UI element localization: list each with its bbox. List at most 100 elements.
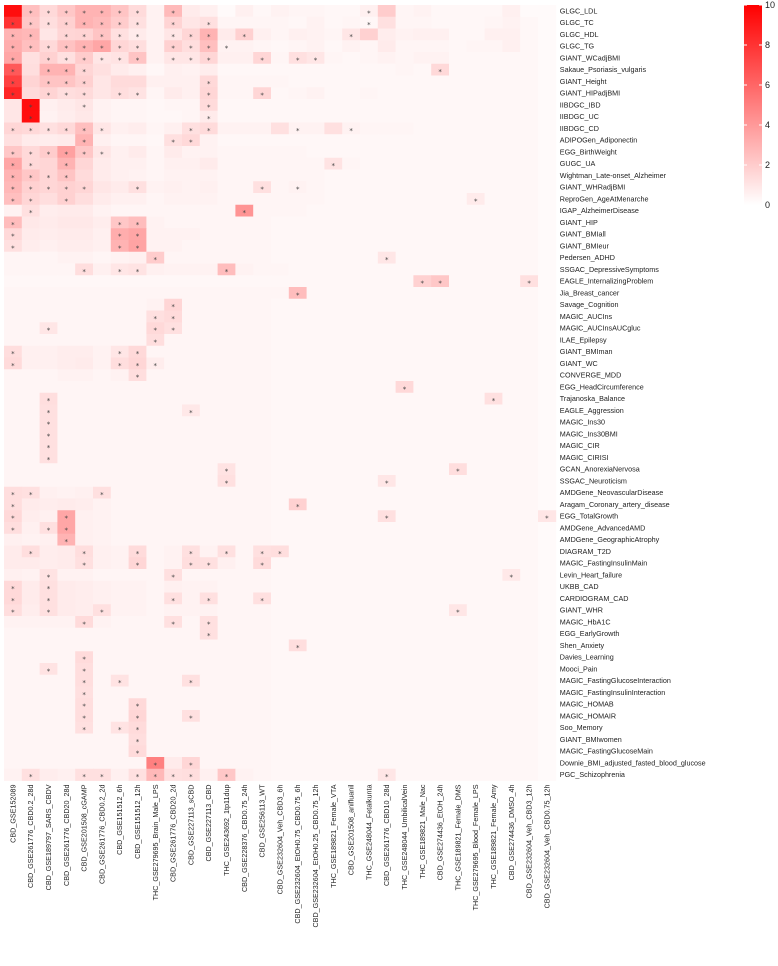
heatmap-cell [21,87,40,100]
heatmap-cell [75,627,94,640]
heatmap-cell [182,75,201,88]
heatmap-cell [4,416,23,429]
heatmap-cell [182,533,201,546]
heatmap-cell [93,428,112,441]
heatmap-cell [4,28,23,41]
heatmap-cell [128,510,147,523]
heatmap-cell [502,686,521,699]
heatmap-cell [128,5,147,18]
heatmap-cell [484,5,503,18]
heatmap-cell [395,475,414,488]
significance-star: * [65,45,69,53]
heatmap-cell [128,357,147,370]
significance-star: * [47,327,51,335]
heatmap-cell [253,663,272,676]
heatmap-cell [21,627,40,640]
heatmap-cell [520,651,539,664]
heatmap-cell [4,40,23,53]
column-label: CBD_GSE151512_6h [115,784,124,854]
heatmap-cell [217,322,236,335]
heatmap-cell [431,616,450,629]
heatmap-cell [413,110,432,123]
heatmap-cell [306,251,325,264]
heatmap-cell [182,122,201,135]
heatmap-cell [342,757,361,770]
heatmap-cell [431,146,450,159]
heatmap-cell [288,169,307,182]
significance-star: * [296,503,300,511]
heatmap-cell [164,63,183,76]
heatmap-cell [306,451,325,464]
heatmap-cell [520,263,539,276]
row-label: EGG_HeadCircumference [560,382,644,391]
significance-star: * [456,468,460,476]
heatmap-cell [449,381,468,394]
heatmap-cell [395,651,414,664]
heatmap-cell [413,87,432,100]
heatmap-cell [57,522,76,535]
heatmap-cell [4,263,23,276]
heatmap-cell [449,533,468,546]
heatmap-cell [502,439,521,452]
heatmap-cell [413,169,432,182]
heatmap-cell [377,87,396,100]
heatmap-cell [288,251,307,264]
significance-star: * [82,562,86,570]
heatmap-cell [182,263,201,276]
significance-star: * [118,268,122,276]
heatmap-cell [360,287,379,300]
heatmap-cell [520,87,539,100]
heatmap-cell [324,428,343,441]
heatmap-cell [75,181,94,194]
heatmap-cell [360,193,379,206]
heatmap-cell [93,733,112,746]
heatmap-cell [395,110,414,123]
heatmap-cell [146,416,165,429]
heatmap-cell [377,204,396,217]
row-label: EGG_TotalGrowth [560,512,618,521]
heatmap-cell [75,533,94,546]
heatmap-cell [182,733,201,746]
heatmap-cell [466,721,485,734]
heatmap-cells [4,5,557,781]
row-label: IGAP_AlzheimerDisease [560,206,639,215]
heatmap-cell [110,16,129,29]
heatmap-cell [235,287,254,300]
significance-star: * [385,515,389,523]
heatmap-cell [395,357,414,370]
heatmap-cell [306,240,325,253]
significance-star: * [29,550,33,558]
heatmap-cell [520,5,539,18]
heatmap-cell [128,639,147,652]
heatmap-cell [182,557,201,570]
heatmap-cell [93,510,112,523]
significance-star: * [47,45,51,53]
heatmap-cell [164,651,183,664]
heatmap-cell [342,52,361,65]
heatmap-cell [377,627,396,640]
heatmap-cell [235,757,254,770]
heatmap-cell [306,639,325,652]
heatmap-cell [182,569,201,582]
heatmap-cell [235,616,254,629]
heatmap-cell [217,651,236,664]
heatmap-cell [57,310,76,323]
heatmap-cell [110,40,129,53]
significance-star: * [225,550,229,558]
heatmap-cell [360,698,379,711]
heatmap-cell [253,592,272,605]
heatmap-cell [413,287,432,300]
heatmap-cell [21,651,40,664]
heatmap-cell [413,486,432,499]
column-label: THC_GSE189821_Male_Nac [418,784,427,879]
heatmap-cell [360,674,379,687]
heatmap-cell [146,181,165,194]
heatmap-cell [217,228,236,241]
heatmap-cell [324,475,343,488]
heatmap-cell [538,228,557,241]
heatmap-cell [199,768,218,781]
heatmap-cell [377,134,396,147]
heatmap-cell [4,463,23,476]
heatmap-cell [75,616,94,629]
heatmap-cell [306,146,325,159]
